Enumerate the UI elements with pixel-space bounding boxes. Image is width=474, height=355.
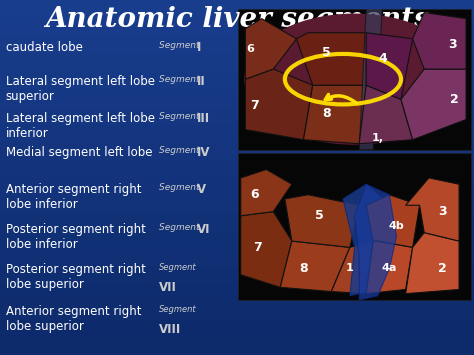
Text: 6: 6 [246, 44, 254, 54]
Text: Segment: Segment [159, 223, 202, 231]
Bar [0, 142, 474, 160]
Polygon shape [359, 9, 383, 150]
Polygon shape [401, 69, 466, 140]
Polygon shape [280, 241, 350, 291]
Text: 2: 2 [438, 262, 447, 275]
Bar [0, 160, 474, 178]
Text: 6: 6 [250, 188, 259, 201]
Text: Medial segment left lobe: Medial segment left lobe [6, 146, 152, 159]
Text: Posterior segment right
lobe superior: Posterior segment right lobe superior [6, 263, 146, 291]
Bar [0, 89, 474, 106]
Text: V: V [197, 183, 206, 196]
Bar [0, 124, 474, 142]
Text: Lateral segment left lobe
inferior: Lateral segment left lobe inferior [6, 112, 155, 140]
Ellipse shape [244, 13, 465, 145]
Text: 8: 8 [299, 262, 308, 275]
Text: 4b: 4b [389, 221, 404, 231]
Polygon shape [343, 184, 396, 296]
Text: III: III [197, 112, 210, 125]
Polygon shape [297, 33, 366, 85]
Polygon shape [241, 212, 292, 287]
Text: 2: 2 [450, 93, 459, 106]
Bar [0, 231, 474, 248]
Text: Segment: Segment [159, 183, 202, 192]
Bar [238, 9, 471, 150]
Bar [0, 266, 474, 284]
Polygon shape [406, 178, 459, 241]
Bar [0, 213, 474, 231]
Polygon shape [406, 233, 459, 294]
Text: 3: 3 [448, 38, 456, 51]
Polygon shape [359, 85, 412, 144]
Bar [0, 18, 474, 36]
Bar [0, 195, 474, 213]
Text: Anatomic liver segments: Anatomic liver segments [45, 6, 429, 33]
Text: II: II [197, 75, 205, 88]
Text: 7: 7 [250, 99, 259, 112]
Bar [0, 248, 474, 266]
Text: Segment: Segment [159, 75, 202, 83]
Text: Segment: Segment [159, 305, 196, 314]
Text: IV: IV [197, 146, 210, 159]
Polygon shape [366, 241, 412, 294]
Text: 1,: 1, [372, 133, 384, 143]
Text: 3: 3 [438, 205, 447, 218]
Bar [0, 0, 474, 18]
Polygon shape [366, 195, 419, 247]
Polygon shape [412, 12, 466, 69]
Bar [0, 71, 474, 89]
Polygon shape [366, 33, 412, 99]
Polygon shape [246, 69, 313, 140]
Bar [0, 53, 474, 71]
Text: Anterior segment right
lobe superior: Anterior segment right lobe superior [6, 305, 141, 333]
Bar [238, 153, 471, 300]
Polygon shape [331, 241, 373, 294]
Bar [0, 302, 474, 320]
Bar [0, 284, 474, 302]
Polygon shape [246, 18, 297, 79]
Text: Anterior segment right
lobe inferior: Anterior segment right lobe inferior [6, 183, 141, 211]
Bar [0, 337, 474, 355]
Text: 5: 5 [322, 47, 331, 59]
Text: VIII: VIII [159, 323, 181, 336]
Bar [0, 178, 474, 195]
Text: Segment: Segment [159, 112, 202, 121]
Text: Posterior segment right
lobe inferior: Posterior segment right lobe inferior [6, 223, 146, 251]
Text: Segment: Segment [159, 146, 202, 154]
Text: 7: 7 [253, 241, 261, 254]
Polygon shape [355, 184, 396, 300]
Text: Lateral segment left lobe
superior: Lateral segment left lobe superior [6, 75, 155, 103]
Polygon shape [303, 85, 366, 144]
Text: Segment: Segment [159, 41, 202, 50]
Text: 5: 5 [315, 209, 324, 222]
Text: 4a: 4a [382, 263, 397, 273]
Bar [0, 36, 474, 53]
Text: 4: 4 [378, 53, 387, 65]
Text: caudate lobe: caudate lobe [6, 41, 82, 54]
Text: VII: VII [159, 281, 177, 294]
Bar [0, 106, 474, 124]
Text: 8: 8 [322, 107, 331, 120]
Text: 1: 1 [346, 263, 354, 273]
Text: VI: VI [197, 223, 210, 236]
Polygon shape [285, 195, 359, 247]
Bar [0, 320, 474, 337]
Polygon shape [241, 169, 292, 216]
Text: I: I [197, 41, 201, 54]
Text: Segment: Segment [159, 263, 196, 272]
